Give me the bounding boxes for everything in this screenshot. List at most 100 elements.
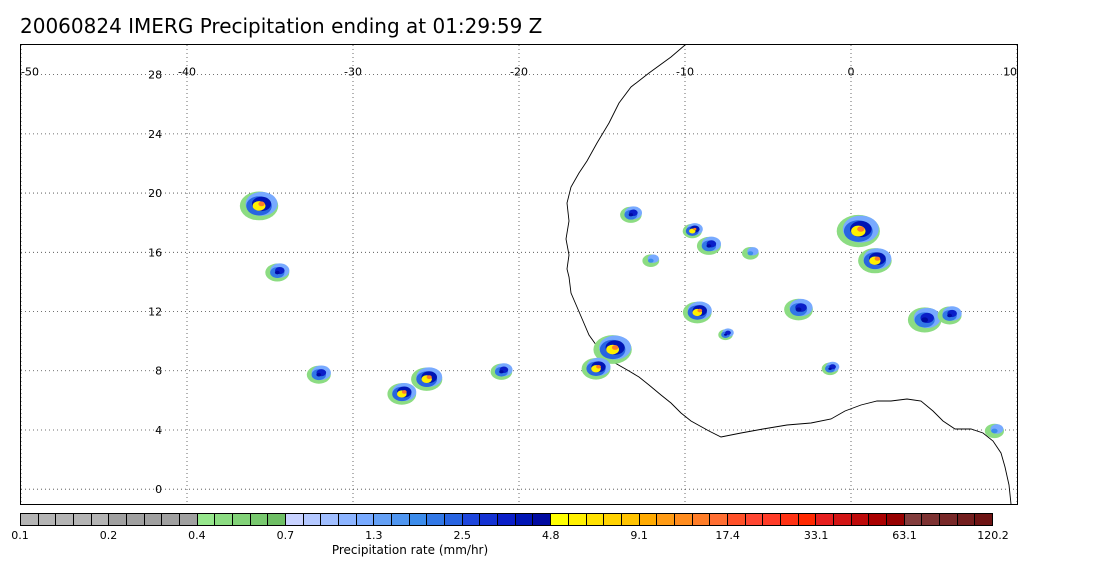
colorbar-swatch [833, 514, 852, 525]
lat-label: 24 [148, 128, 162, 141]
colorbar-swatch [427, 514, 446, 525]
colorbar [20, 513, 993, 526]
precipitation-cells [239, 191, 1005, 439]
coastline [565, 45, 1012, 504]
precipitation-cell [821, 361, 840, 376]
intensity-contour [725, 330, 731, 335]
intensity-contour [795, 307, 802, 312]
precipitation-cell [265, 263, 290, 282]
colorbar-swatch [763, 514, 781, 525]
colorbar-swatch [692, 514, 711, 525]
map-canvas: 28 24 20 16 12 8 4 0 -50 -40 -30 -20 -10… [21, 45, 1017, 504]
colorbar-swatch [604, 514, 622, 525]
colorbar-swatch [515, 514, 534, 525]
colorbar-tick-label: 120.2 [977, 529, 1009, 542]
precipitation-map: 28 24 20 16 12 8 4 0 -50 -40 -30 -20 -10… [20, 44, 1018, 505]
precipitation-cell [858, 248, 892, 274]
colorbar-swatch [339, 514, 357, 525]
colorbar-tick-label: 63.1 [892, 529, 917, 542]
colorbar-swatch [109, 514, 128, 525]
intensity-contour [874, 256, 881, 261]
intensity-contour [611, 345, 619, 350]
colorbar-swatch [798, 514, 817, 525]
lat-label: 16 [148, 246, 162, 259]
colorbar-swatch [91, 514, 110, 525]
latitude-labels: 28 24 20 16 12 8 4 0 [148, 69, 162, 497]
colorbar-tick-label: 4.8 [541, 529, 560, 542]
colorbar-swatch [922, 514, 940, 525]
colorbar-swatch [74, 514, 92, 525]
precipitation-cell [642, 254, 660, 267]
lon-label: -20 [510, 66, 528, 79]
lat-label: 0 [155, 483, 162, 496]
precipitation-cell [490, 363, 513, 380]
colorbar-swatch [197, 514, 216, 525]
intensity-contour [401, 390, 407, 394]
precipitation-cell [682, 223, 703, 239]
colorbar-swatch [233, 514, 251, 525]
colorbar-tick-label: 0.2 [99, 529, 118, 542]
colorbar-swatch [551, 514, 569, 525]
precipitation-cell [984, 423, 1005, 439]
intensity-contour [828, 367, 832, 371]
colorbar-swatch [374, 514, 393, 525]
colorbar-tick-label: 33.1 [803, 529, 829, 542]
intensity-contour [499, 370, 504, 374]
colorbar-swatch [939, 514, 958, 525]
lat-label: 20 [148, 187, 162, 200]
colorbar-swatch [480, 514, 499, 525]
graticule [21, 45, 1017, 504]
intensity-contour [426, 375, 432, 380]
colorbar-swatch [975, 514, 992, 525]
intensity-contour [724, 333, 727, 336]
colorbar-tick-label: 0.1 [11, 529, 29, 542]
colorbar-swatch [356, 514, 375, 525]
colorbar-swatch [445, 514, 463, 525]
precipitation-cell [784, 298, 813, 321]
intensity-contour [596, 364, 601, 369]
colorbar-swatch [904, 514, 923, 525]
colorbar-swatch [162, 514, 181, 525]
colorbar-swatch [56, 514, 75, 525]
intensity-contour [316, 372, 322, 377]
colorbar-unit-label: Precipitation rate (mm/hr) [331, 543, 489, 557]
colorbar-swatch [869, 514, 887, 525]
intensity-contour [747, 251, 754, 256]
colorbar-tick-label: 0.4 [188, 529, 206, 542]
precipitation-cell [306, 365, 331, 384]
colorbar-swatch [710, 514, 728, 525]
lat-label: 4 [155, 424, 162, 437]
colorbar-swatch [657, 514, 675, 525]
lon-label: 0 [848, 66, 855, 79]
lat-label: 28 [148, 69, 162, 82]
lon-label: -50 [21, 66, 39, 79]
precipitation-cell [682, 301, 712, 324]
colorbar-swatch [127, 514, 145, 525]
map-title: 20060824 IMERG Precipitation ending at 0… [20, 14, 543, 38]
colorbar-swatch [286, 514, 304, 525]
precipitation-cell [907, 307, 942, 333]
colorbar-swatch [851, 514, 870, 525]
colorbar-swatch [816, 514, 834, 525]
colorbar-tick-label: 9.1 [630, 529, 648, 542]
colorbar-swatch [780, 514, 799, 525]
precipitation-cell [937, 306, 962, 325]
colorbar-swatch [321, 514, 340, 525]
intensity-contour [258, 201, 265, 207]
colorbar-swatch [392, 514, 410, 525]
longitude-labels: -50 -40 -30 -20 -10 0 10 [21, 66, 1017, 79]
colorbar-swatch [727, 514, 746, 525]
colorbar-swatch [215, 514, 234, 525]
colorbar-swatch [498, 514, 516, 525]
colorbar-swatch [533, 514, 552, 525]
precipitation-cell [836, 214, 880, 248]
colorbar-swatch [462, 514, 481, 525]
colorbar-swatch [21, 514, 39, 525]
intensity-contour [697, 308, 703, 313]
intensity-contour [648, 258, 654, 263]
lon-label: -40 [178, 66, 196, 79]
intensity-contour [857, 226, 865, 232]
precipitation-cell [620, 206, 643, 223]
precipitation-cell [742, 246, 759, 260]
precipitation-cell [387, 382, 417, 405]
